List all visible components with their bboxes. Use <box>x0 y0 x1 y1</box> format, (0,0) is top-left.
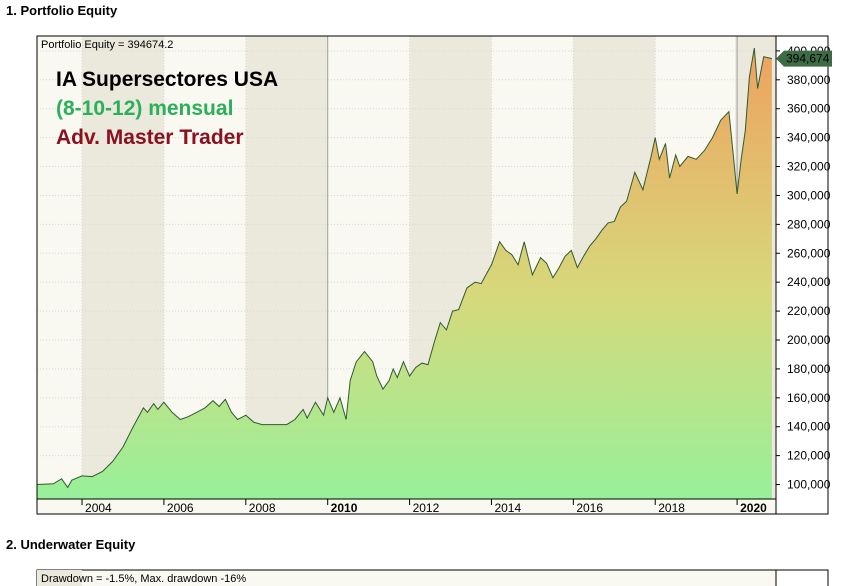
y-tick-label: 320,000 <box>787 160 831 174</box>
y-tick-label: 340,000 <box>787 131 831 145</box>
y-tick-label: 380,000 <box>787 73 831 87</box>
x-tick-label: 2014 <box>494 501 521 515</box>
equity-line <box>37 47 773 489</box>
y-tick-label: 200,000 <box>787 333 831 347</box>
y-tick-label: 220,000 <box>787 304 831 318</box>
y-tick-label: 280,000 <box>787 217 831 231</box>
x-tick-label: 2004 <box>85 501 112 515</box>
x-tick-label: 2012 <box>413 501 440 515</box>
y-tick-label: 180,000 <box>787 362 831 376</box>
underwater-y-axis-panel <box>775 569 829 586</box>
y-tick-label: 140,000 <box>787 420 831 434</box>
last-value-marker: 394,674 <box>776 50 832 67</box>
y-tick-label: 160,000 <box>787 391 831 405</box>
y-tick-label: 100,000 <box>787 478 831 492</box>
x-tick-label: 2006 <box>167 501 194 515</box>
x-tick-label: 2010 <box>331 501 358 515</box>
y-tick-label: 300,000 <box>787 188 831 202</box>
y-tick-label: 240,000 <box>787 275 831 289</box>
x-tick-label: 2018 <box>658 501 685 515</box>
underwater-section-title: 2. Underwater Equity <box>6 537 136 552</box>
x-tick-label: 2008 <box>249 501 276 515</box>
equity-section-title: 1. Portfolio Equity <box>6 3 118 18</box>
y-tick-label: 360,000 <box>787 102 831 116</box>
chart-annotation-params: (8-10-12) mensual <box>56 97 233 120</box>
x-tick-label: 2020 <box>740 501 767 515</box>
equity-header-label: Portfolio Equity = 394674.2 <box>41 39 173 51</box>
last-value-label: 394,674 <box>786 52 830 66</box>
chart-annotation-system: Adv. Master Trader <box>56 126 244 149</box>
equity-area <box>37 48 772 499</box>
underwater-band <box>37 570 82 586</box>
y-tick-label: 120,000 <box>787 449 831 463</box>
y-axis-panel <box>775 35 829 515</box>
x-tick-label: 2016 <box>576 501 603 515</box>
chart-annotation-title: IA Supersectores USA <box>56 68 278 91</box>
underwater-header-label: Drawdown = -1.5%, Max. drawdown -16% <box>41 573 246 585</box>
y-tick-label: 260,000 <box>787 246 831 260</box>
